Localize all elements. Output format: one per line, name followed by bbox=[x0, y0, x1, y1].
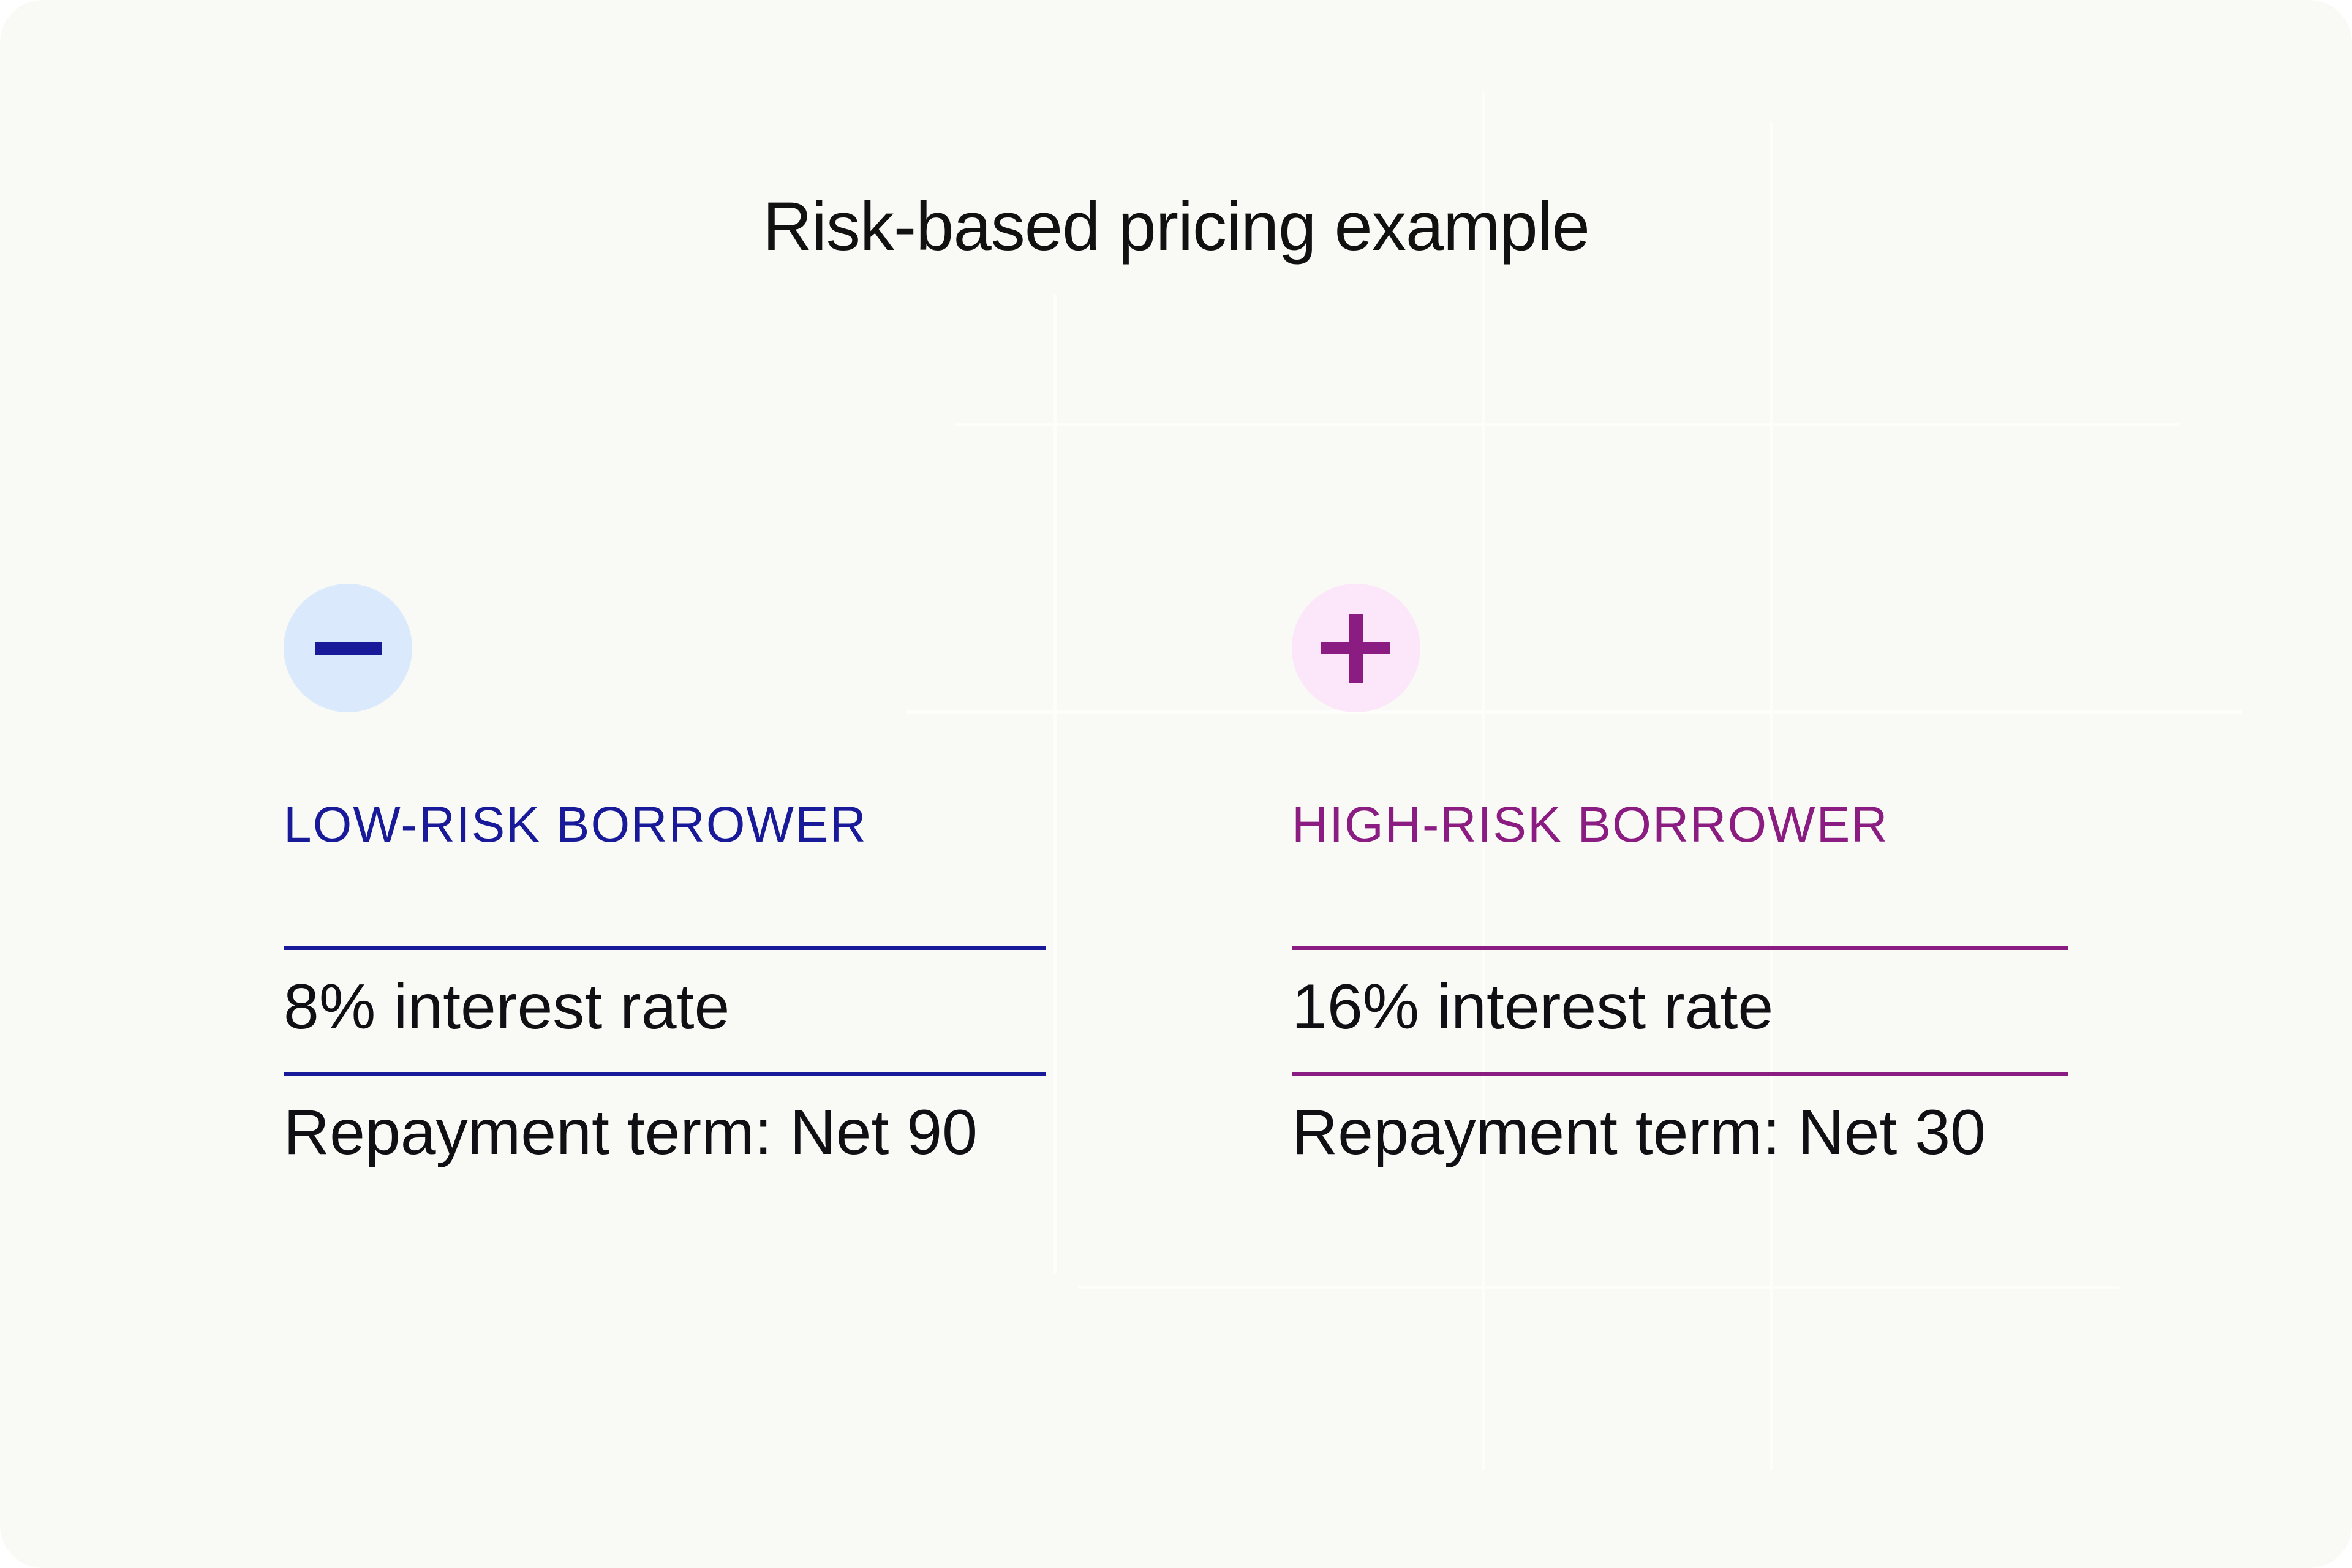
high-risk-column: HIGH-RISK BORROWER 16% interest rate Rep… bbox=[1292, 0, 2070, 1568]
low-risk-term: Repayment term: Net 90 bbox=[284, 1097, 978, 1168]
minus-icon bbox=[284, 584, 412, 712]
high-risk-term: Repayment term: Net 30 bbox=[1292, 1097, 1986, 1168]
minus-bar bbox=[315, 642, 382, 655]
divider bbox=[1292, 946, 2068, 950]
divider bbox=[284, 1072, 1046, 1076]
background-grid-line bbox=[1054, 294, 1057, 1274]
plus-bar-vertical bbox=[1349, 614, 1363, 683]
divider bbox=[1292, 1072, 2068, 1076]
low-risk-label: LOW-RISK BORROWER bbox=[284, 797, 867, 853]
background-grid-line bbox=[907, 710, 2242, 714]
background-grid-line bbox=[956, 423, 2180, 426]
low-risk-rate: 8% interest rate bbox=[284, 971, 730, 1042]
divider bbox=[284, 946, 1046, 950]
background-grid-line bbox=[1482, 92, 1485, 1470]
high-risk-label: HIGH-RISK BORROWER bbox=[1292, 797, 1889, 853]
low-risk-column: LOW-RISK BORROWER 8% interest rate Repay… bbox=[284, 0, 1061, 1568]
high-risk-rate: 16% interest rate bbox=[1292, 971, 1774, 1042]
background-grid-line bbox=[1078, 1286, 2119, 1289]
page-title: Risk-based pricing example bbox=[763, 188, 1590, 265]
plus-icon bbox=[1292, 584, 1420, 712]
background-grid-line bbox=[1770, 123, 1773, 1470]
